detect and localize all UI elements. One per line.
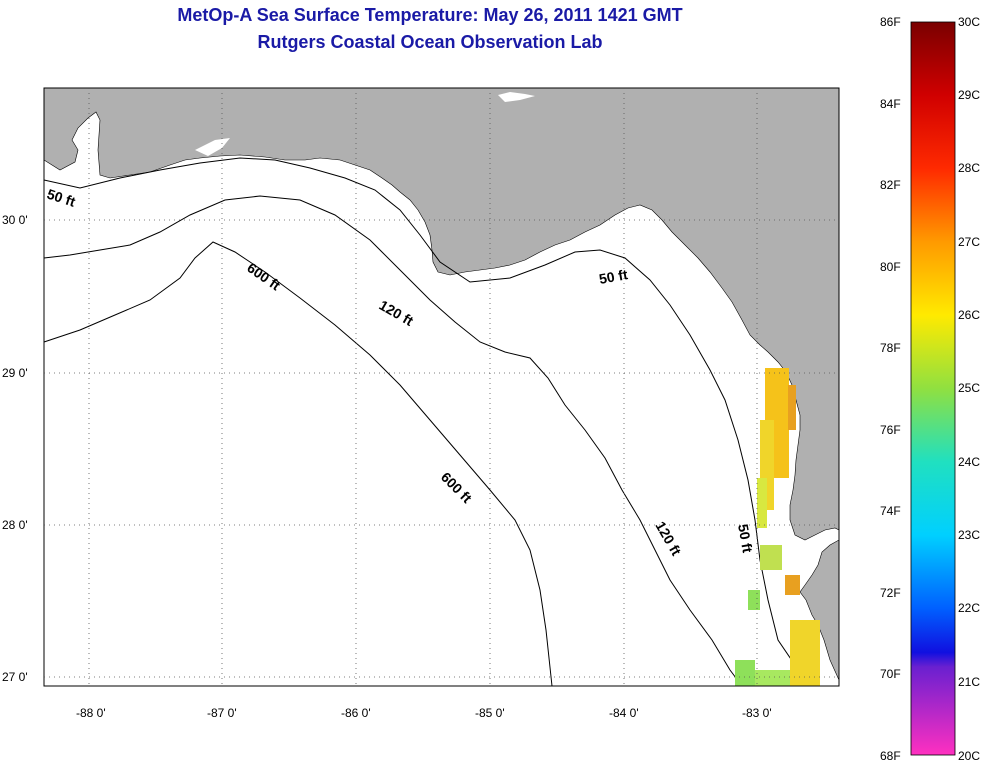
bay-patch [195,138,230,156]
map-frame [43,87,840,687]
contour-50ft [43,157,816,686]
x-tick-label: -85 0' [475,706,505,720]
sst-patch-warm [790,620,820,686]
sst-patch-green [755,670,790,686]
contour-120ft [43,195,743,687]
colorbar-c-label: 22C [958,601,980,615]
y-tick-label: 30 0' [2,213,28,227]
colorbar-c-label: 24C [958,455,980,469]
y-tick-label: 29 0' [2,366,28,380]
colorbar-c-label: 27C [958,235,980,249]
contour-label: 50 ft [735,523,756,554]
contour-label: 50 ft [598,266,629,287]
colorbar-c-label: 26C [958,308,980,322]
colorbar-celsius-labels: 30C 29C 28C 27C 26C 25C 24C 23C 22C 21C … [958,15,980,763]
sst-patch-yellowgreen [757,478,767,528]
colorbar-c-label: 25C [958,381,980,395]
colorbar-f-label: 70F [880,667,901,681]
sst-patch-yellowgreen [760,545,782,570]
colorbar-fahrenheit-labels: 86F 84F 82F 80F 78F 76F 74F 72F 70F 68F [880,15,901,763]
colorbar-f-label: 74F [880,504,901,518]
colorbar-c-label: 28C [958,161,980,175]
colorbar-f-label: 84F [880,97,901,111]
colorbar-f-label: 80F [880,260,901,274]
colorbar-f-label: 76F [880,423,901,437]
x-axis: -88 0' -87 0' -86 0' -85 0' -84 0' -83 0… [76,706,772,720]
colorbar-c-label: 20C [958,749,980,763]
map-subtitle: Rutgers Coastal Ocean Observation Lab [257,32,603,52]
contour-600ft [43,241,553,687]
inlet-patch [498,92,535,102]
y-tick-label: 28 0' [2,518,28,532]
x-tick-label: -87 0' [207,706,237,720]
colorbar-c-label: 30C [958,15,980,29]
colorbar-f-label: 82F [880,178,901,192]
colorbar [910,21,956,756]
colorbar-c-label: 21C [958,675,980,689]
x-tick-label: -83 0' [742,706,772,720]
x-tick-label: -84 0' [609,706,639,720]
sst-patch-orange [785,575,800,595]
colorbar-f-label: 86F [880,15,901,29]
colorbar-c-label: 23C [958,528,980,542]
colorbar-f-label: 68F [880,749,901,763]
colorbar-f-label: 72F [880,586,901,600]
sst-patch-green [748,590,760,610]
y-tick-label: 27 0' [2,670,28,684]
y-axis: 30 0' 29 0' 28 0' 27 0' [2,213,28,684]
x-tick-label: -88 0' [76,706,106,720]
sst-patch-green [735,660,755,686]
x-tick-label: -86 0' [341,706,371,720]
colorbar-f-label: 78F [880,341,901,355]
map-title: MetOp-A Sea Surface Temperature: May 26,… [177,5,683,25]
sst-data [735,368,820,686]
colorbar-c-label: 29C [958,88,980,102]
sst-patch-orange [788,385,796,430]
